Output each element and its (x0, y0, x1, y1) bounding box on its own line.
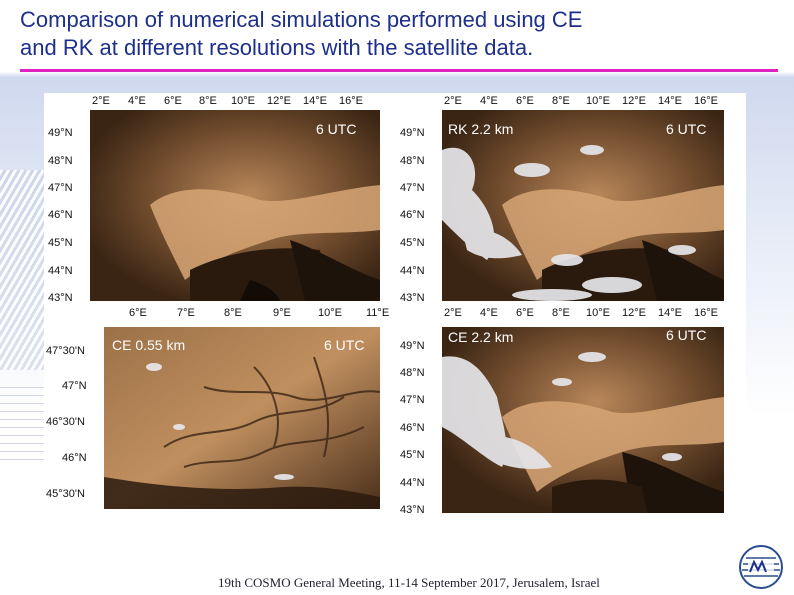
lat-tick: 43°N (48, 292, 73, 304)
lat-tick: 47°N (48, 182, 73, 194)
slide-footer: 19th COSMO General Meeting, 11-14 Septem… (218, 575, 600, 590)
lat-tick: 48°N (400, 367, 425, 379)
map-bottom-left (104, 327, 380, 509)
lon-tick: 2°E (444, 95, 462, 107)
panel-bottom-right: 49°N 48°N 47°N 46°N 45°N 44°N 43°N (396, 327, 746, 518)
lon-tick: 8°E (552, 307, 570, 319)
title-underline (20, 69, 778, 72)
map-bottom-right (442, 327, 724, 513)
lon-tick: 6°E (164, 95, 182, 107)
lon-tick: 11°E (366, 307, 390, 319)
lon-tick: 12°E (622, 95, 646, 107)
lon-tick: 8°E (224, 307, 242, 319)
panel-model-label: CE 0.55 km (112, 337, 186, 353)
lat-tick: 46°N (48, 209, 73, 221)
panel-time-label: 6 UTC (324, 337, 365, 353)
lon-tick: 10°E (586, 307, 610, 319)
lat-tick: 45°N (400, 449, 425, 461)
lon-tick: 12°E (622, 307, 646, 319)
lat-tick: 48°N (400, 155, 425, 167)
lon-tick: 16°E (694, 95, 718, 107)
lon-tick: 2°E (92, 95, 110, 107)
lon-tick: 4°E (480, 307, 498, 319)
panel-time-label: 6 UTC (316, 121, 357, 137)
lat-tick: 45°N (400, 237, 425, 249)
lon-tick: 16°E (339, 95, 363, 107)
lon-tick: 4°E (128, 95, 146, 107)
panel-time-label: 6 UTC (666, 121, 707, 137)
map-top-left (90, 110, 380, 301)
lon-tick: 8°E (199, 95, 217, 107)
title-line-1: Comparison of numerical simulations perf… (20, 7, 583, 32)
lon-tick: 8°E (552, 95, 570, 107)
panel-model-label: RK 2.2 km (448, 121, 514, 137)
terrain-bottom-left (104, 327, 380, 509)
panel-model-label: CE 2.2 km (448, 329, 514, 345)
lon-tick: 2°E (444, 307, 462, 319)
logo-emblem-icon (739, 545, 783, 589)
lon-tick: 14°E (658, 95, 682, 107)
lon-tick: 6°E (516, 307, 534, 319)
lat-tick: 44°N (400, 477, 425, 489)
lon-tick: 12°E (267, 95, 291, 107)
organization-logo (736, 544, 786, 590)
lon-tick: 10°E (586, 95, 610, 107)
lat-tick: 45°30'N (46, 488, 85, 500)
lon-tick: 7°E (177, 307, 195, 319)
lat-tick: 44°N (400, 265, 425, 277)
lon-tick: 4°E (480, 95, 498, 107)
lat-tick: 46°N (400, 209, 425, 221)
lat-tick: 46°N (62, 452, 87, 464)
lat-tick: 46°30'N (46, 416, 85, 428)
lat-tick: 43°N (400, 504, 425, 516)
lon-tick: 14°E (303, 95, 327, 107)
map-top-right (442, 110, 724, 301)
lat-tick: 49°N (400, 340, 425, 352)
lon-tick: 16°E (694, 307, 718, 319)
lat-tick: 47°N (400, 182, 425, 194)
terrain-top-left (90, 110, 380, 301)
map-figure: 2°E 4°E 6°E 8°E 10°E 12°E 14°E 16°E 49°N… (44, 93, 746, 518)
lon-tick: 6°E (516, 95, 534, 107)
panel-time-label: 6 UTC (666, 327, 707, 343)
lon-tick: 9°E (273, 307, 291, 319)
lon-tick: 10°E (318, 307, 342, 319)
panel-bottom-left: 6°E 7°E 8°E 9°E 10°E 11°E 47°30'N 47°N 4… (44, 307, 389, 518)
terrain-top-right (442, 110, 724, 301)
title-line-2: and RK at different resolutions with the… (20, 35, 534, 60)
panel-top-left: 2°E 4°E 6°E 8°E 10°E 12°E 14°E 16°E 49°N… (44, 93, 384, 308)
terrain-bottom-right (442, 327, 724, 513)
lat-tick: 47°N (400, 394, 425, 406)
panel-top-right: 2°E 4°E 6°E 8°E 10°E 12°E 14°E 16°E 49°N… (396, 93, 746, 325)
lon-tick: 10°E (231, 95, 255, 107)
lat-tick: 43°N (400, 292, 425, 304)
lat-tick: 47°30'N (46, 345, 85, 357)
lon-tick: 14°E (658, 307, 682, 319)
slide-title: Comparison of numerical simulations perf… (20, 6, 780, 62)
lat-tick: 47°N (62, 380, 87, 392)
lon-tick: 6°E (129, 307, 147, 319)
lat-tick: 44°N (48, 265, 73, 277)
lat-tick: 49°N (400, 127, 425, 139)
lat-tick: 45°N (48, 237, 73, 249)
decorative-lines (0, 380, 50, 460)
lat-tick: 49°N (48, 127, 73, 139)
lat-tick: 48°N (48, 155, 73, 167)
lat-tick: 46°N (400, 422, 425, 434)
